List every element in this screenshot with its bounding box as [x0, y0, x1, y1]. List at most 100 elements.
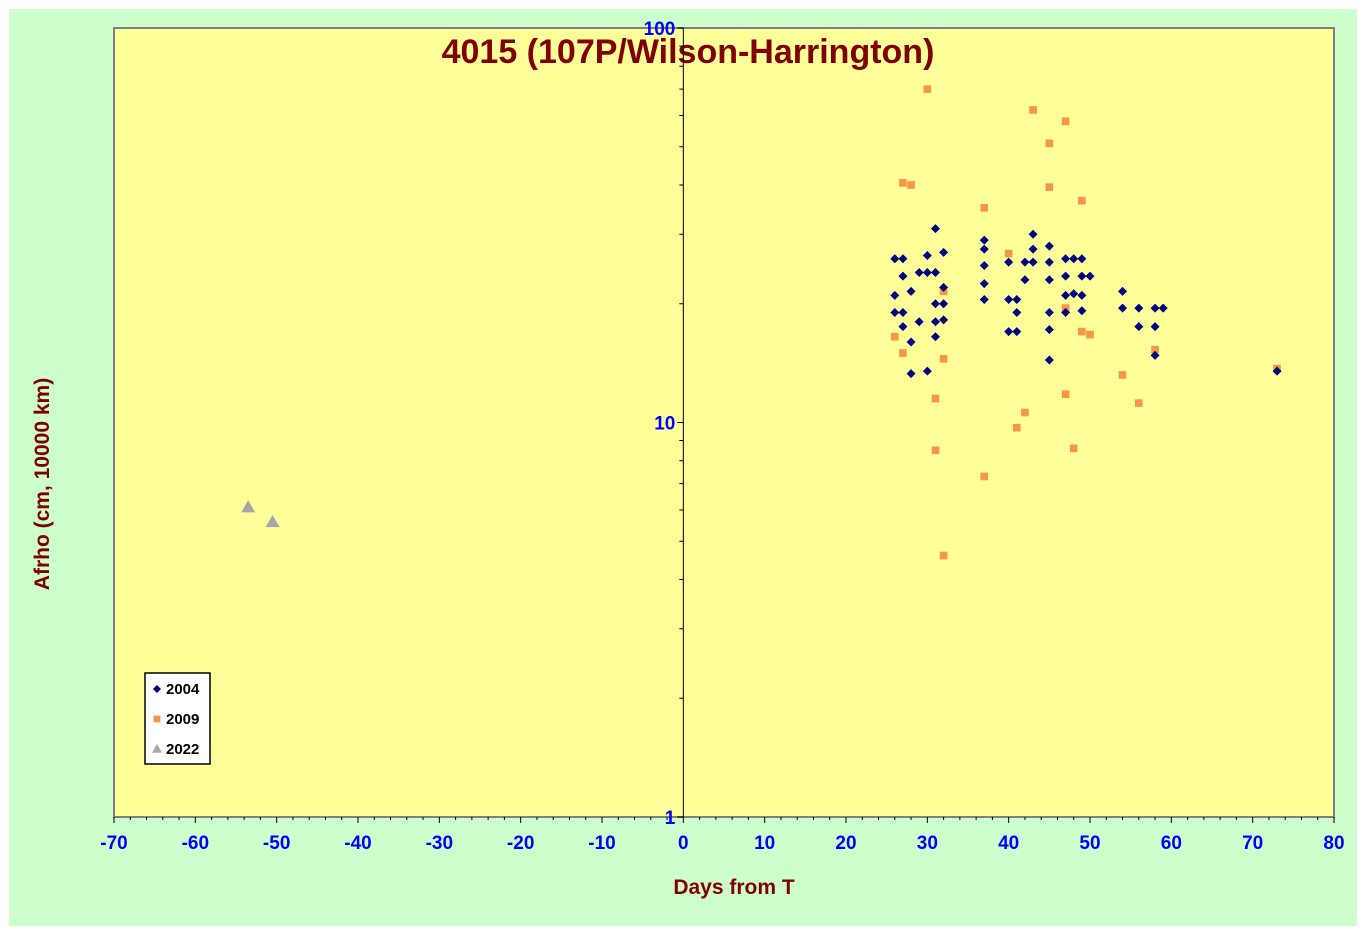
- data-point-2009: [899, 179, 907, 187]
- data-point-2004: [1044, 355, 1054, 365]
- legend-marker-2009: [153, 715, 161, 723]
- data-point-2004: [1004, 327, 1014, 337]
- data-point-2004: [1150, 303, 1160, 313]
- data-point-2004: [1150, 350, 1160, 360]
- data-point-2004: [922, 366, 932, 376]
- data-point-2009: [931, 446, 940, 455]
- legend-label-2022: 2022: [166, 741, 199, 758]
- data-point-2004: [1077, 306, 1087, 316]
- data-point-2004: [1012, 308, 1022, 318]
- data-point-2004: [1077, 271, 1087, 281]
- data-point-2004: [939, 299, 949, 309]
- data-point-2022: [241, 500, 256, 513]
- data-point-2004: [922, 251, 932, 261]
- y-tick-label: 1: [665, 808, 676, 829]
- data-point-2009: [1045, 139, 1054, 148]
- data-point-2004: [890, 290, 900, 300]
- data-point-2004: [922, 268, 932, 278]
- x-tick-label: 50: [1079, 833, 1100, 854]
- data-point-2004: [1044, 308, 1054, 318]
- data-point-2004: [898, 322, 908, 332]
- data-point-2009: [1134, 399, 1143, 407]
- data-point-2009: [1061, 390, 1070, 398]
- x-tick-label: 70: [1242, 833, 1263, 854]
- data-point-2009: [890, 332, 899, 341]
- data-point-2009: [939, 551, 948, 560]
- data-point-2004: [1012, 327, 1022, 337]
- x-axis-title: Days from T: [673, 876, 795, 899]
- data-point-2004: [1158, 303, 1168, 313]
- data-point-2004: [898, 308, 908, 318]
- data-point-2004: [1028, 244, 1038, 254]
- data-point-2009: [1118, 371, 1127, 379]
- x-tick-label: 40: [998, 833, 1019, 854]
- x-tick-label: 20: [835, 833, 856, 854]
- data-point-2004: [1044, 257, 1054, 267]
- data-point-2004: [914, 317, 924, 327]
- data-point-2009: [1029, 106, 1037, 114]
- data-point-2009: [939, 355, 948, 363]
- data-point-2004: [906, 369, 916, 379]
- data-point-2009: [1012, 423, 1021, 432]
- data-point-2022: [265, 514, 280, 528]
- data-point-2009: [980, 204, 989, 212]
- data-point-2004: [1118, 303, 1128, 313]
- data-point-2004: [930, 317, 940, 327]
- data-point-2004: [1020, 257, 1030, 267]
- legend-label-2004: 2004: [166, 681, 200, 698]
- x-tick-label: 80: [1323, 833, 1344, 854]
- data-point-2009: [1061, 117, 1070, 126]
- data-point-2004: [914, 268, 924, 278]
- data-point-2009: [931, 394, 940, 403]
- x-tick-label: 60: [1161, 833, 1182, 854]
- data-point-2009: [1004, 249, 1013, 258]
- data-point-2004: [1044, 241, 1054, 251]
- data-point-2004: [979, 235, 989, 245]
- data-points: [241, 85, 1282, 560]
- data-point-2004: [930, 299, 940, 309]
- data-point-2004: [930, 268, 940, 278]
- data-point-2009: [907, 181, 915, 189]
- data-point-2004: [890, 254, 900, 264]
- data-point-2009: [1078, 327, 1086, 336]
- data-point-2004: [1118, 286, 1128, 296]
- data-point-2004: [1069, 254, 1079, 264]
- data-point-2004: [1069, 289, 1079, 299]
- legend-marker-2022: [152, 744, 162, 753]
- data-point-2004: [979, 279, 989, 289]
- plot-area: [113, 27, 1335, 818]
- data-point-2009: [980, 472, 989, 481]
- data-point-2004: [906, 286, 916, 296]
- data-point-2004: [939, 282, 949, 292]
- data-point-2004: [979, 261, 989, 271]
- data-point-2009: [1045, 183, 1054, 191]
- data-point-2004: [1061, 290, 1071, 300]
- data-point-2009: [1086, 330, 1094, 339]
- data-point-2009: [923, 85, 932, 93]
- data-point-2004: [979, 295, 989, 305]
- x-tick-label: -20: [507, 833, 534, 854]
- data-point-2009: [1069, 444, 1078, 453]
- data-point-2004: [1077, 254, 1087, 264]
- data-point-2004: [1061, 308, 1071, 318]
- data-point-2004: [1004, 257, 1014, 267]
- data-point-2004: [979, 244, 989, 254]
- data-point-2004: [1012, 295, 1022, 305]
- data-point-2004: [930, 224, 940, 234]
- data-point-2004: [1085, 271, 1095, 281]
- data-point-2004: [1020, 275, 1030, 285]
- data-point-2009: [1078, 196, 1086, 205]
- data-point-2004: [890, 308, 900, 318]
- chart-title: 4015 (107P/Wilson-Harrington): [442, 33, 935, 71]
- data-point-2004: [930, 332, 940, 342]
- data-point-2004: [1134, 322, 1144, 332]
- tick-labels: -70 -60 -50 -40 -30 -20 -10 0 10 20 30 40 50 60 70 80 1 1…: [100, 19, 1344, 854]
- data-point-2004: [1150, 322, 1160, 332]
- x-tick-label: 10: [754, 833, 775, 854]
- x-tick-label: -50: [263, 833, 290, 854]
- x-tick-label: 30: [917, 833, 938, 854]
- data-point-2004: [1272, 366, 1282, 376]
- data-point-2009: [1021, 408, 1029, 417]
- y-tick-label: 10: [654, 414, 675, 435]
